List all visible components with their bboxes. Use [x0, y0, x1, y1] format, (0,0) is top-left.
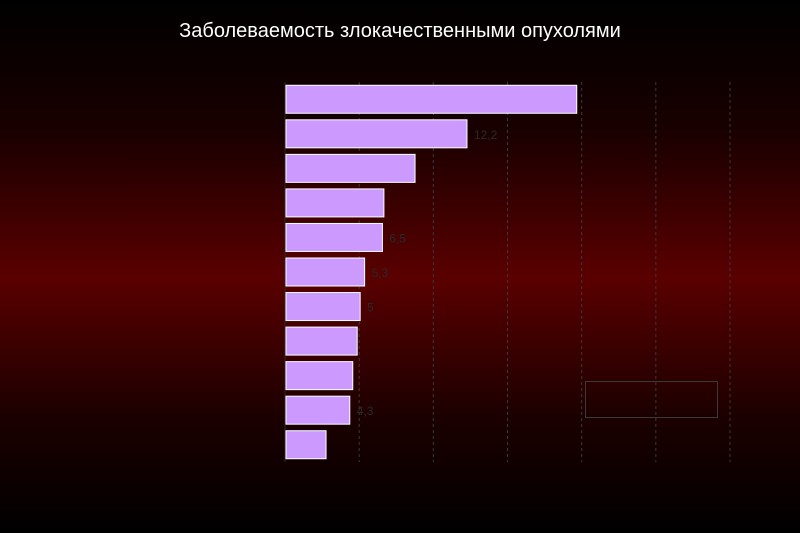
bar	[285, 395, 351, 425]
data-label: 6,5	[389, 231, 406, 245]
data-label: 12,2	[474, 128, 498, 142]
bar	[285, 188, 385, 218]
bar	[285, 153, 416, 183]
data-label: 5	[367, 301, 374, 315]
bar	[285, 361, 354, 391]
chart-title: Заболеваемость злокачественными опухолям…	[179, 20, 621, 42]
bar	[285, 119, 468, 149]
legend	[585, 381, 718, 418]
bar	[285, 326, 358, 356]
bar	[285, 84, 578, 114]
data-label: 5,3	[372, 266, 389, 280]
bar	[285, 222, 383, 252]
bar	[285, 430, 327, 460]
bar	[285, 257, 366, 287]
bar	[285, 292, 361, 322]
data-label: 4,3	[357, 404, 374, 418]
